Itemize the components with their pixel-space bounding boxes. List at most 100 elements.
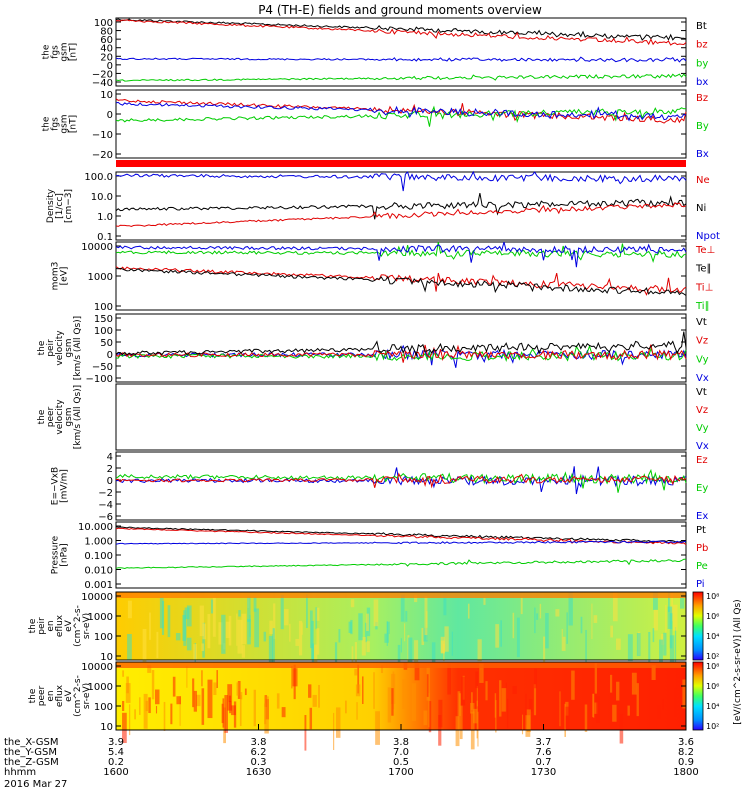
panel-peer-spec: 10000 1000 100 10 the peer en eflux eV (cm^2-s-sr… bbox=[28, 661, 687, 751]
y-tick-label: 0.1 bbox=[97, 232, 113, 243]
series-line-bx bbox=[115, 73, 687, 82]
colorbar-tick: 10⁶ bbox=[706, 612, 719, 621]
flag-bar bbox=[116, 160, 686, 167]
y-axis-label: peir bbox=[46, 339, 56, 357]
y-axis-label: [km/s (All Qs)] bbox=[73, 316, 83, 380]
y-tick-label: 0 bbox=[107, 61, 113, 72]
y-tick-label: 80 bbox=[100, 27, 113, 38]
colorbar: 10⁸10⁶10⁴10²10⁸10⁶10⁴10²[eV/(cm^2-s-sr-e… bbox=[692, 591, 743, 731]
y-tick-label: 2 bbox=[107, 464, 113, 475]
y-tick-label: 100.0 bbox=[84, 172, 113, 183]
y-tick-label: 10 bbox=[100, 722, 113, 733]
y-axis-label: sr-eV) bbox=[82, 613, 92, 639]
y-axis-label: [km/s (All Qs)] bbox=[73, 385, 83, 449]
time-axis-value: 3.9 bbox=[108, 737, 124, 748]
y-axis-label: (cm^2-s- bbox=[73, 605, 83, 647]
colorbar-tick: 10⁶ bbox=[706, 682, 719, 691]
y-axis-label: peir bbox=[37, 617, 47, 635]
time-axis-value: 7.6 bbox=[536, 747, 552, 758]
legend-entry: Vt bbox=[696, 387, 707, 398]
time-axis-row-label: the_Z-GSM bbox=[4, 757, 59, 768]
y-tick-label: 1.0 bbox=[97, 212, 113, 223]
series-line-Bz bbox=[115, 98, 687, 124]
legend-entry: Ni bbox=[696, 203, 706, 214]
y-axis-label: [1/cc] bbox=[55, 193, 65, 219]
y-tick-label: 20 bbox=[100, 52, 113, 63]
legend-entry: Vx bbox=[696, 373, 709, 384]
y-tick-label: 10000 bbox=[81, 592, 113, 603]
y-axis-label: en bbox=[46, 690, 56, 701]
y-tick-label: 1000 bbox=[88, 612, 113, 623]
y-tick-label: 10000 bbox=[81, 662, 113, 673]
y-axis-label: fgs bbox=[51, 117, 61, 131]
time-axis-value: 1600 bbox=[103, 767, 128, 778]
panel-temperature: 10000 1000 100 mom3 [eV] Te⊥ Te∥ Ti⊥ Ti∥ bbox=[51, 241, 715, 313]
y-axis-label: [mV/m] bbox=[60, 469, 70, 503]
panel-pressure: 10.000 1.000 0.100 0.010 0.001 Pressure [nPa] P… bbox=[51, 521, 708, 591]
panel-fgs-gsm-2: 10 0 −10 −20 the fgs gsm [nT] Bz By Bx bbox=[42, 89, 709, 161]
legend-entry: Vx bbox=[696, 441, 709, 452]
legend-entry: Ti∥ bbox=[695, 301, 710, 312]
legend-entry: Bx bbox=[696, 149, 709, 160]
y-tick-label: 100 bbox=[94, 18, 113, 29]
time-axis-value: 0.7 bbox=[536, 757, 552, 768]
y-axis-label: en bbox=[46, 620, 56, 631]
legend-entry: By bbox=[696, 121, 709, 132]
y-axis-label: gsm bbox=[64, 407, 74, 426]
legend-entry: bx bbox=[696, 77, 708, 88]
legend-entry: Vy bbox=[696, 423, 709, 434]
series-line-Ex bbox=[115, 466, 687, 495]
time-axis-value: 0.3 bbox=[251, 757, 267, 768]
legend-entry: Pi bbox=[696, 579, 705, 590]
y-tick-label: 10 bbox=[100, 90, 113, 101]
series-line-bz bbox=[115, 19, 687, 46]
y-tick-label: 50 bbox=[100, 338, 113, 349]
y-axis-label: sr-eV) bbox=[82, 683, 92, 709]
legend-entry: bz bbox=[696, 40, 708, 51]
time-axis-value: 0.5 bbox=[393, 757, 409, 768]
y-tick-label: −20 bbox=[92, 150, 113, 161]
y-axis-label: mom3 bbox=[51, 262, 61, 291]
y-tick-label: 10.000 bbox=[78, 522, 113, 533]
time-axis-row-label: the_X-GSM bbox=[4, 737, 58, 748]
y-axis-label: the bbox=[28, 618, 38, 633]
legend-entry: Pb bbox=[696, 543, 708, 554]
y-axis-label: [nPa] bbox=[60, 543, 70, 566]
series-line-by bbox=[115, 56, 687, 63]
legend-entry: Ex bbox=[696, 511, 708, 522]
legend-entry: Bz bbox=[696, 93, 708, 104]
y-axis-label: [cm−3] bbox=[64, 189, 74, 223]
panel-peir-spec: 10000 1000 100 10 the peir en eflux eV (cm^2-s-sr… bbox=[28, 591, 687, 684]
time-axis-value: 1700 bbox=[388, 767, 413, 778]
y-tick-label: 10000 bbox=[81, 242, 113, 253]
time-axis-value: 1630 bbox=[246, 767, 271, 778]
time-axis-value: 7.0 bbox=[393, 747, 409, 758]
panel-frame bbox=[115, 383, 687, 451]
y-axis-label: Density bbox=[46, 188, 56, 223]
y-axis-label: (cm^2-s- bbox=[73, 675, 83, 717]
y-tick-label: −100 bbox=[86, 374, 113, 385]
y-axis-label: eflux bbox=[55, 614, 65, 637]
time-axis: the_X-GSM 3.9 3.8 3.8 3.7 3.6 the_Y-GSM 5.4 6.2 7… bbox=[4, 724, 699, 790]
legend-entry: Ne bbox=[696, 175, 710, 186]
series-line-Pt bbox=[115, 526, 687, 544]
legend-entry: Vz bbox=[696, 336, 708, 347]
time-axis-value: 3.6 bbox=[678, 737, 694, 748]
date-label: 2016 Mar 27 bbox=[4, 779, 67, 790]
panel-frame bbox=[115, 521, 687, 589]
legend-entry: Ey bbox=[696, 483, 708, 494]
y-axis-label: the bbox=[42, 116, 52, 131]
colorbar-tick: 10⁸ bbox=[706, 662, 719, 671]
series-line-Pe bbox=[115, 558, 686, 570]
y-axis-label: gsm bbox=[64, 338, 74, 357]
time-axis-value: 3.8 bbox=[251, 737, 267, 748]
y-tick-label: 0 bbox=[107, 350, 113, 361]
y-axis-label: peer bbox=[37, 685, 47, 706]
legend-entry: Vz bbox=[696, 405, 708, 416]
y-axis-label: velocity bbox=[55, 330, 65, 366]
panel-peer-velocity: the peer velocity gsm [km/s (All Qs)] Vt Vz Vy V… bbox=[37, 383, 709, 452]
y-axis-label: gsm bbox=[60, 42, 70, 61]
y-tick-label: 4 bbox=[107, 452, 113, 463]
